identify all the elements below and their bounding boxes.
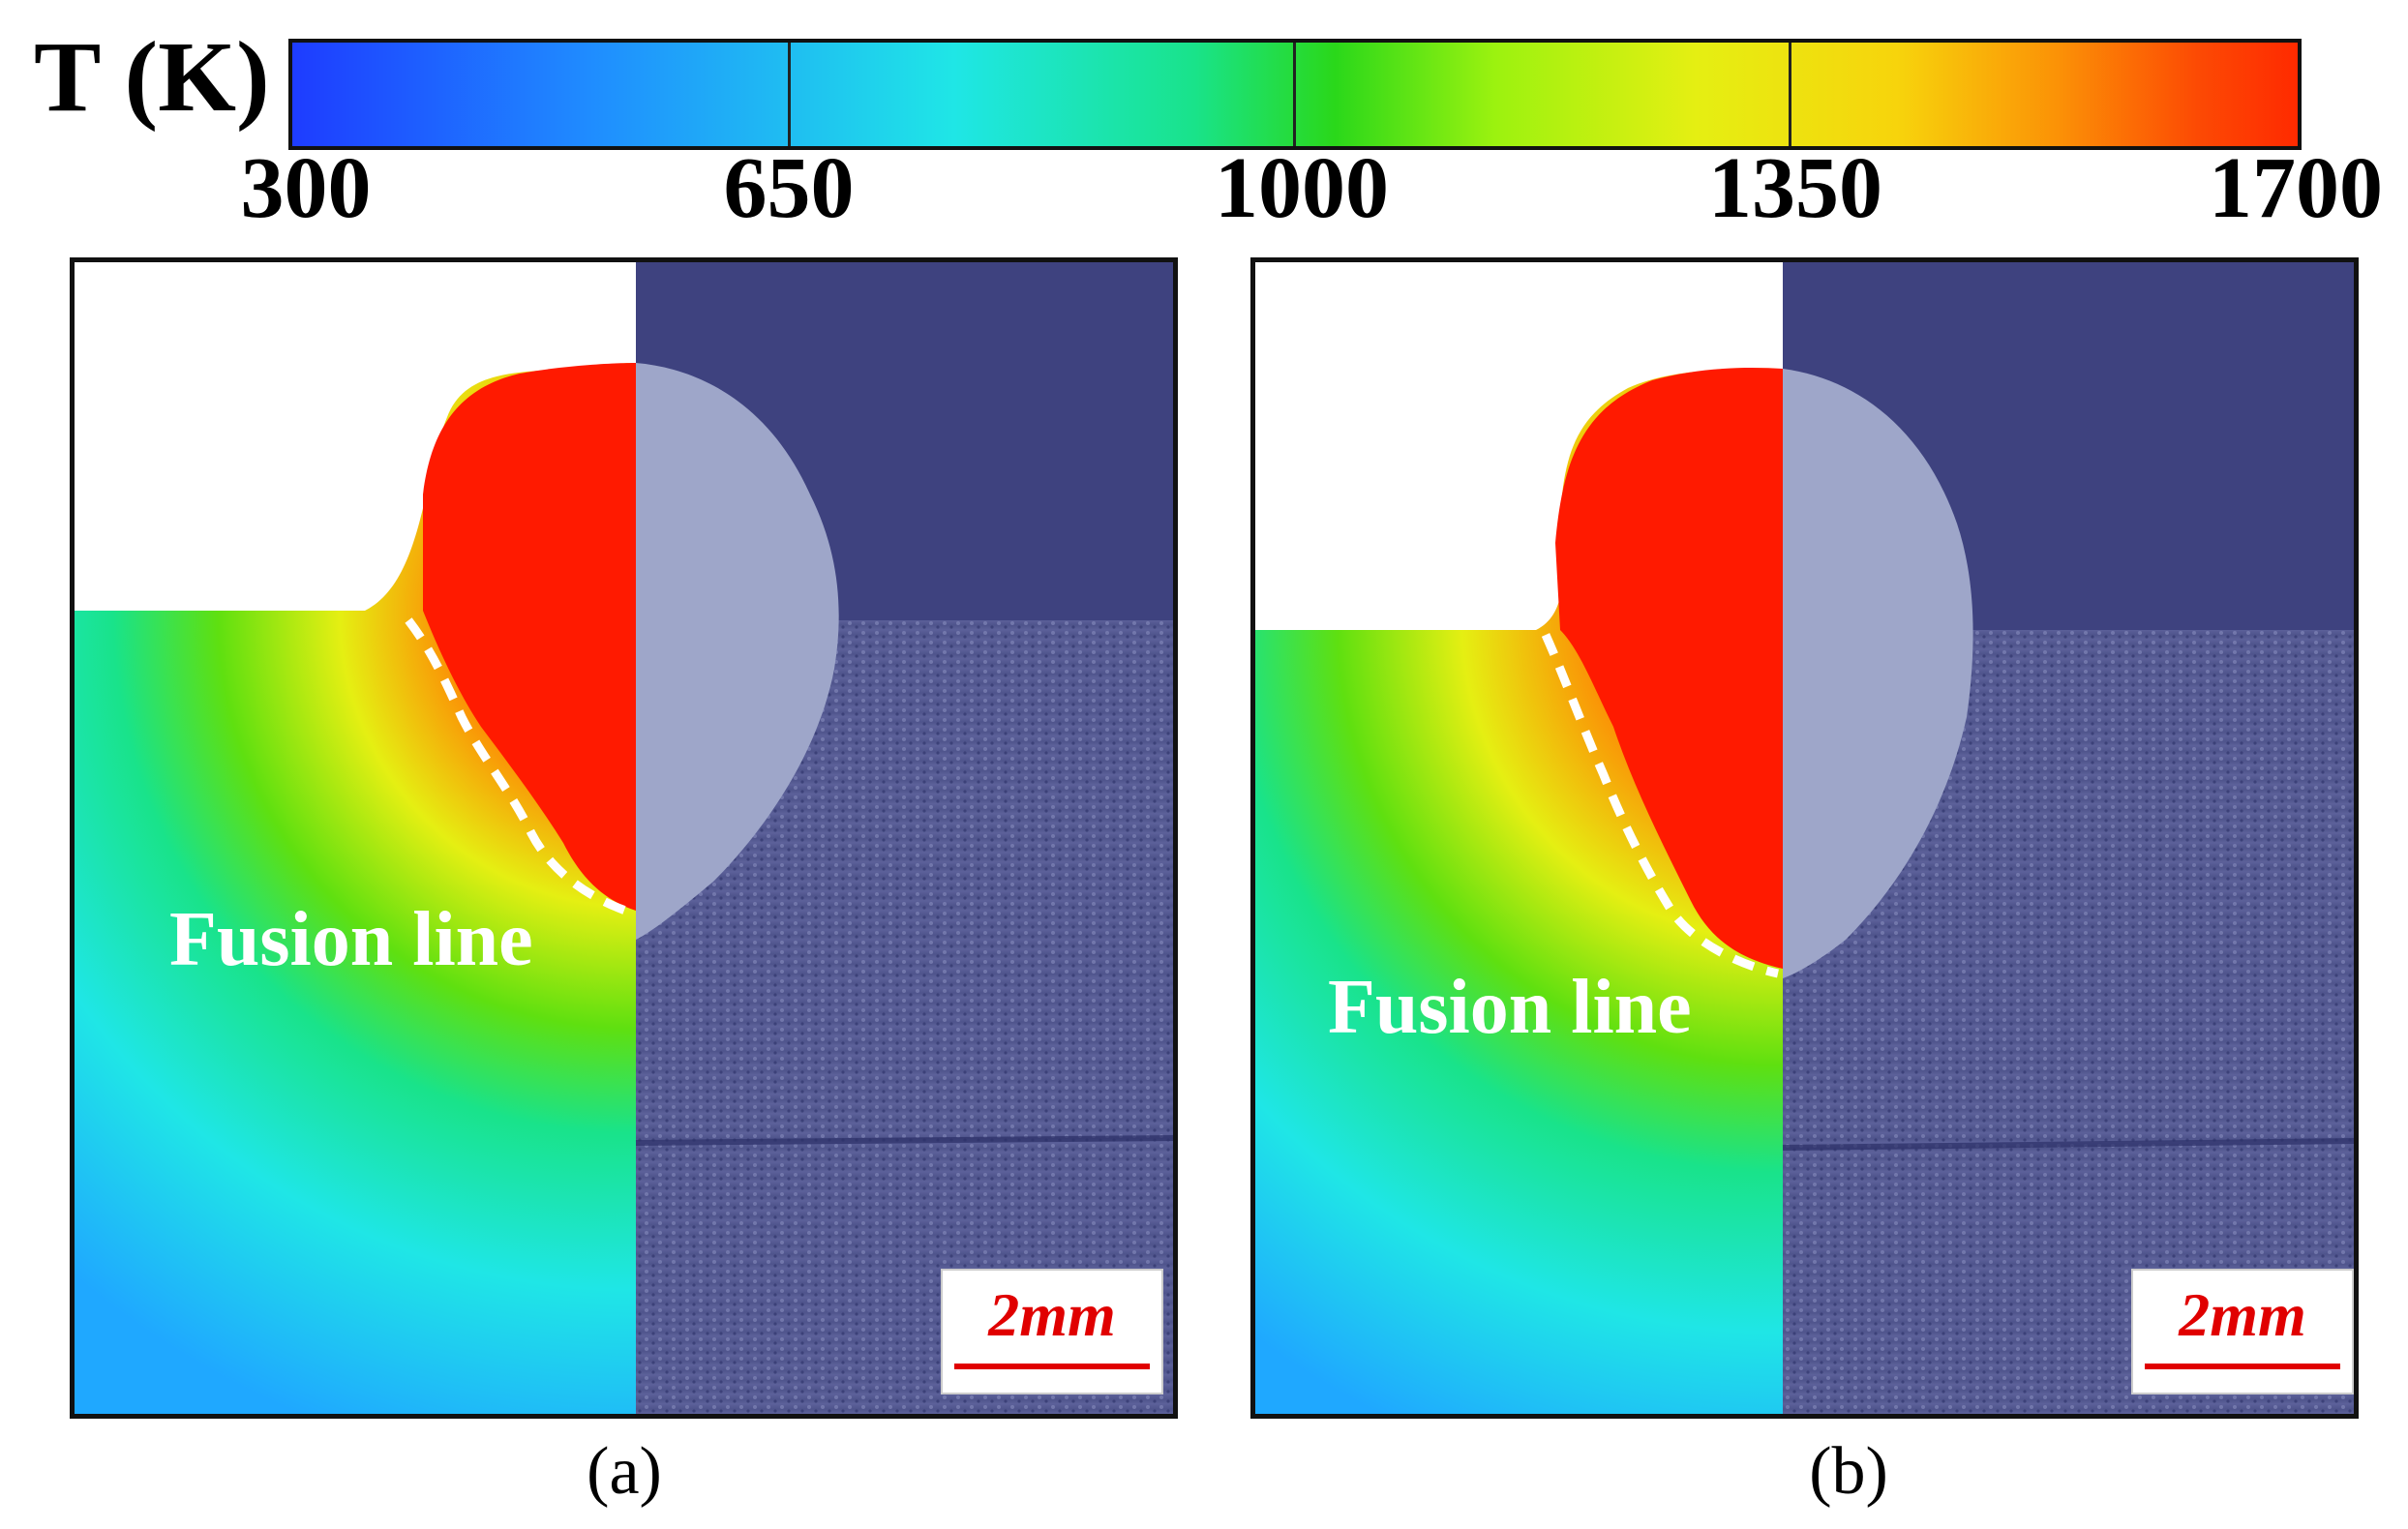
micrograph-band [635,1135,1173,1146]
fusion-line [1541,633,1779,978]
colorbar-divider [1788,43,1791,146]
molten-pool [1555,368,1783,969]
temperature-colorbar [288,39,2302,150]
fusion-line [405,617,633,917]
scale-bar [2145,1364,2340,1369]
panel-b-figure [1255,262,2354,1414]
colorbar-tick-650: 650 [723,140,855,236]
fusion-line-label: Fusion line [169,897,533,982]
colorbar-tick-1350: 1350 [1708,140,1882,236]
panel-a-weld-comparison: Fusion line 2mm [70,257,1178,1419]
colorbar-divider [1292,43,1296,146]
colorbar-divider [787,43,791,146]
panel-b-caption: (b) [1809,1434,1888,1509]
scale-bar-label: 2mm [988,1280,1116,1349]
panel-a-caption: (a) [587,1434,662,1509]
scale-bar-box: 2mm [941,1269,1163,1394]
scale-bar [954,1364,1150,1369]
micrograph-weld-bead [636,363,839,940]
fusion-line-label: Fusion line [1328,965,1692,1050]
colorbar-tick-300: 300 [240,140,372,236]
colorbar-tick-1700: 1700 [2209,140,2383,236]
micrograph-band [1782,1138,2354,1151]
scale-bar-label: 2mm [2179,1280,2306,1349]
micrograph-weld-bead [1783,369,1973,978]
molten-pool [423,363,636,911]
panel-a-figure [75,262,1173,1414]
colorbar-title: T (K) [34,21,270,133]
colorbar-tick-1000: 1000 [1215,140,1389,236]
panel-b-weld-comparison: Fusion line 2mm [1250,257,2359,1419]
scale-bar-box: 2mm [2131,1269,2354,1394]
